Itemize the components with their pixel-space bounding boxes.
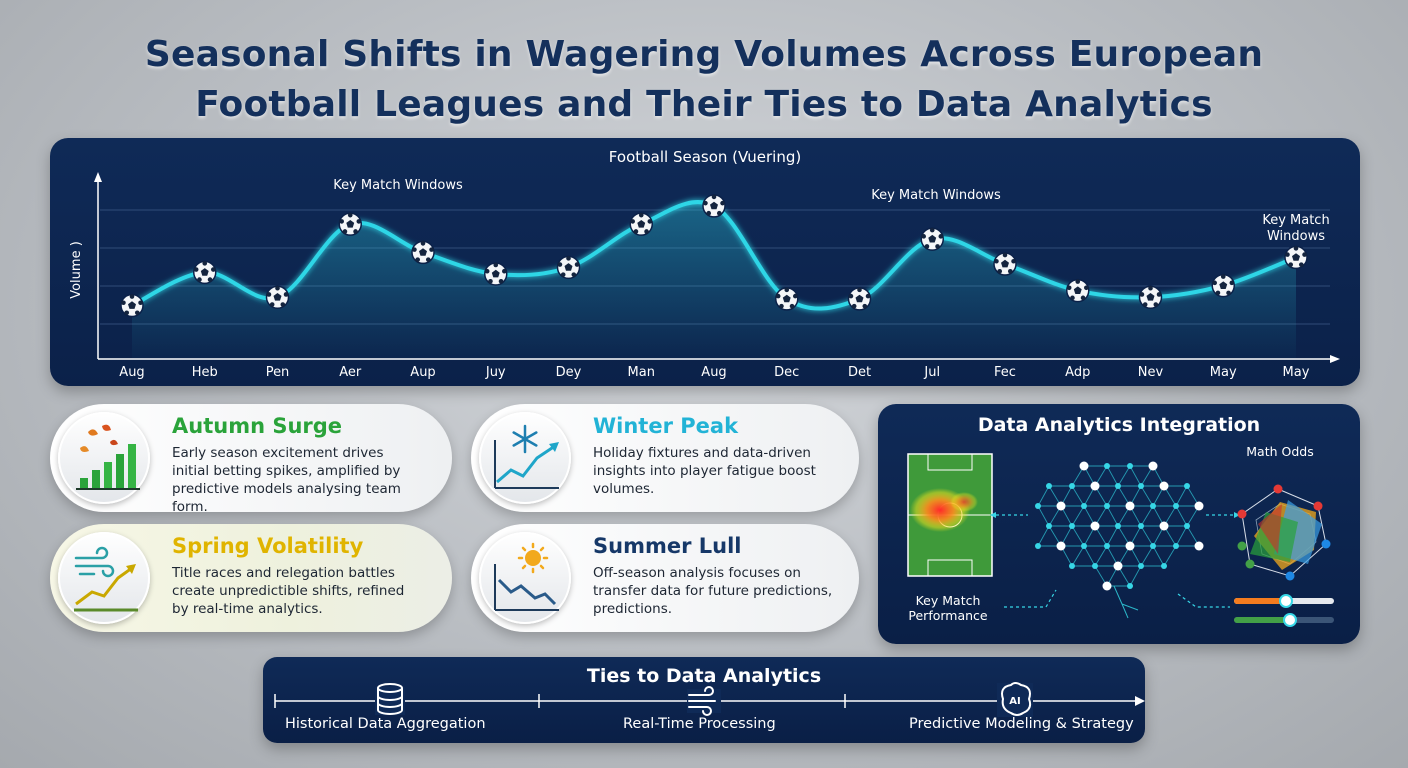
- data-point-football-icon: [1066, 278, 1090, 303]
- x-tick-label: Adp: [1065, 365, 1090, 380]
- chart-title: Football Season (Vuering): [608, 148, 802, 166]
- database-icon: [375, 683, 405, 715]
- x-tick-label: Pen: [266, 365, 290, 380]
- x-tick-label: Juy: [485, 365, 506, 380]
- x-tick-label: Aug: [119, 365, 144, 380]
- series-area: [132, 202, 1296, 358]
- card-spring-volatility: Spring Volatility Title races and relega…: [50, 524, 452, 632]
- wagering-volume-chart: Aug Heb Pen Aer Aup Juy Dey Man Aug Dec Det Jul Fec A…: [50, 138, 1360, 386]
- x-tick-label: Det: [848, 365, 871, 380]
- card-title: Summer Lull: [593, 534, 742, 558]
- card-text: Off-season analysis focuses on transfer …: [593, 565, 833, 617]
- data-point-football-icon: [629, 212, 653, 236]
- data-analytics-panel: Data Analytics Integration Math Odds Key…: [878, 404, 1360, 644]
- math-odds-label: Math Odds: [1246, 444, 1314, 459]
- x-tick-label: Aup: [410, 365, 435, 380]
- key-match-label-line1: Key Match: [915, 593, 981, 608]
- data-point-football-icon: [775, 287, 799, 311]
- data-point-football-icon: [847, 287, 872, 311]
- ties-panel: AI Ties to Data Analytics Historical Dat…: [263, 657, 1145, 743]
- title-line-1: Seasonal Shifts in Wagering Volumes Acro…: [144, 34, 1264, 75]
- x-tick-label: May: [1210, 365, 1237, 380]
- card-winter-peak: Winter Peak Holiday fixtures and data-dr…: [471, 404, 859, 512]
- data-point-football-icon: [1138, 285, 1163, 309]
- wind-flow-icon: [687, 686, 721, 716]
- chart-svg: Aug Heb Pen Aer Aup Juy Dey Man Aug Dec Det Jul Fec A…: [69, 172, 1340, 380]
- x-tick-label: Dec: [774, 365, 799, 380]
- data-point-football-icon: [993, 252, 1017, 276]
- data-point-football-icon: [920, 227, 944, 251]
- key-match-label-line2: Performance: [908, 608, 988, 623]
- card-summer-lull: Summer Lull Off-season analysis focuses …: [471, 524, 859, 632]
- x-axis-tick-labels: Aug Heb Pen Aer Aup Juy Dey Man Aug Dec Det Jul Fec A…: [119, 365, 1309, 380]
- data-point-football-icon: [193, 260, 217, 285]
- card-title: Winter Peak: [593, 414, 739, 438]
- chart-axes: [94, 172, 1340, 363]
- title-line-2: Football Leagues and Their Ties to Data …: [195, 84, 1213, 125]
- data-point-football-icon: [484, 262, 508, 286]
- analytics-graphic: [907, 453, 1334, 627]
- ai-brain-icon: AI: [997, 682, 1033, 717]
- step-predictive-modeling: Predictive Modeling & Strategy: [909, 716, 1134, 732]
- x-tick-label: Fec: [994, 365, 1016, 380]
- data-point-football-icon: [1211, 273, 1235, 298]
- x-tick-label: Dey: [556, 365, 582, 380]
- data-point-football-icon: [411, 240, 435, 265]
- snowflake-line-chart-icon: [479, 412, 571, 504]
- data-point-football-icon: [1284, 245, 1308, 270]
- data-point-football-icon: [120, 293, 144, 318]
- performance-sliders: [1234, 594, 1334, 627]
- annotation-key-match-2: Key Match Windows: [871, 188, 1001, 203]
- wind-rising-chart-icon: [58, 532, 150, 624]
- data-point-football-icon: [556, 255, 581, 280]
- card-text: Holiday fixtures and data-driven insight…: [593, 445, 816, 497]
- x-tick-label: Jul: [923, 365, 940, 380]
- pitch-heatmap: [907, 453, 993, 577]
- data-points: [120, 194, 1308, 318]
- analytics-title: Data Analytics Integration: [977, 414, 1261, 436]
- x-tick-label: Man: [628, 365, 655, 380]
- key-match-performance-label: Key Match Performance: [892, 593, 1004, 623]
- data-point-football-icon: [702, 194, 726, 218]
- x-tick-label: Aug: [701, 365, 726, 380]
- ties-title: Ties to Data Analytics: [586, 665, 822, 687]
- step-historical-data: Historical Data Aggregation: [285, 716, 486, 732]
- card-text: Title races and relegation battles creat…: [172, 565, 405, 617]
- annotation-key-match-3: Key Match Windows: [1262, 213, 1329, 244]
- card-autumn-surge: Autumn Surge Early season excitement dri…: [50, 404, 452, 515]
- odds-radar-chart: [1237, 484, 1331, 581]
- x-tick-label: Heb: [192, 365, 218, 380]
- card-title: Autumn Surge: [172, 414, 343, 438]
- ties-timeline: AI: [274, 682, 1145, 717]
- annotation-key-match-1: Key Match Windows: [333, 178, 463, 193]
- card-title: Spring Volatility: [172, 534, 364, 558]
- y-axis-label: Volume ): [69, 241, 84, 299]
- x-tick-label: Aer: [339, 365, 362, 380]
- sun-declining-chart-icon: [479, 532, 571, 624]
- page-title: Seasonal Shifts in Wagering Volumes Acro…: [0, 30, 1408, 130]
- neural-network-brain-icon: [1035, 461, 1204, 619]
- card-text: Early season excitement drives initial b…: [172, 445, 401, 515]
- data-point-football-icon: [265, 285, 290, 309]
- leaves-bar-chart-icon: [58, 412, 150, 504]
- svg-text:AI: AI: [1009, 696, 1020, 707]
- step-real-time-processing: Real-Time Processing: [623, 716, 776, 732]
- data-point-football-icon: [338, 212, 362, 236]
- x-tick-label: Nev: [1138, 365, 1164, 380]
- x-tick-label: May: [1283, 365, 1310, 380]
